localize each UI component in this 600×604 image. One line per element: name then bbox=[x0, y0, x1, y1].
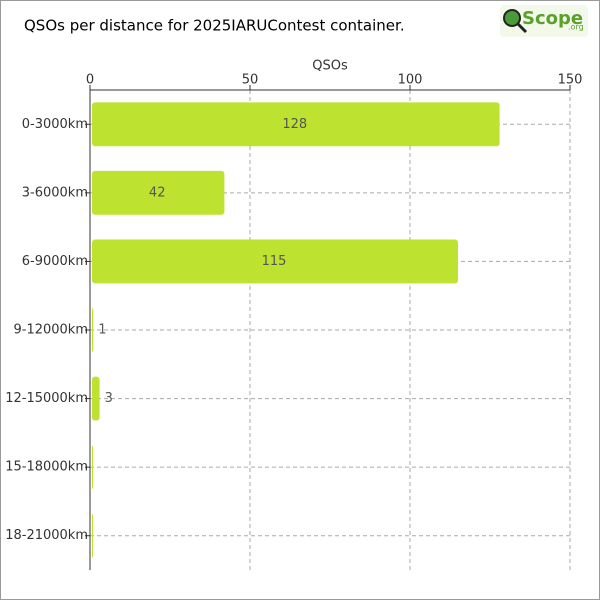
value-label: 128 bbox=[282, 117, 307, 132]
y-tick-label: 0-3000km bbox=[22, 117, 88, 132]
x-tick-label: 150 bbox=[558, 73, 583, 88]
value-label: 115 bbox=[262, 254, 287, 269]
logo-handle bbox=[516, 22, 528, 34]
bar bbox=[92, 376, 100, 421]
bar bbox=[92, 239, 458, 284]
bar bbox=[92, 102, 500, 147]
y-tick-label: 6-9000km bbox=[22, 254, 88, 269]
value-label: 1 bbox=[98, 323, 106, 338]
value-label: 42 bbox=[149, 185, 166, 200]
x-axis-label: QSOs bbox=[312, 59, 348, 74]
logo-icon bbox=[503, 9, 521, 27]
logo-text: Scope bbox=[522, 8, 583, 29]
bar bbox=[92, 308, 94, 352]
bar bbox=[92, 445, 93, 490]
x-tick-label: 0 bbox=[86, 73, 94, 88]
y-tick-label: 15-18000km bbox=[5, 460, 88, 475]
y-tick-label: 3-6000km bbox=[22, 185, 88, 200]
y-tick-label: 9-12000km bbox=[13, 323, 88, 338]
bar bbox=[92, 170, 225, 215]
value-label: 3 bbox=[105, 391, 113, 406]
logo-suffix: .org bbox=[568, 23, 584, 32]
bar bbox=[92, 513, 93, 558]
x-tick-label: 100 bbox=[398, 73, 423, 88]
y-tick-label: 18-21000km bbox=[5, 528, 88, 543]
logo: Scope .org bbox=[500, 5, 588, 37]
x-tick-label: 50 bbox=[242, 73, 259, 88]
chart-title: QSOs per distance for 2025IARUContest co… bbox=[24, 17, 405, 35]
y-tick-label: 12-15000km bbox=[5, 391, 88, 406]
